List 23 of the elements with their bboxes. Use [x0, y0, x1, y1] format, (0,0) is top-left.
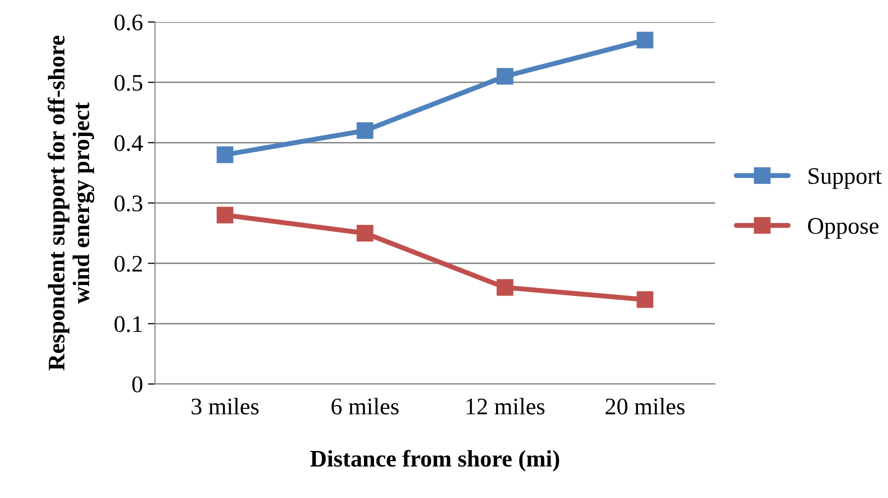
y-tick-label: 0.2 — [114, 256, 142, 272]
y-tick-label: 0.4 — [114, 135, 143, 152]
point — [496, 68, 514, 85]
y-axis-title: Respondent support for off-shore wind energy project — [48, 36, 94, 370]
y-tick-label: 0 — [132, 376, 142, 392]
legend-label: Support — [808, 168, 882, 189]
y-tick-label: 0.6 — [114, 14, 142, 31]
point — [636, 32, 654, 48]
x-axis-title: Distance from shore (mi) — [310, 450, 560, 472]
legend-label: Oppose — [808, 218, 878, 239]
x-tick-label: 20 miles — [606, 398, 684, 415]
x-tick-label: 3 miles — [192, 398, 259, 415]
point — [496, 279, 514, 296]
point — [356, 224, 374, 242]
point — [216, 146, 234, 164]
y-tick-label: 0.3 — [114, 195, 142, 212]
y-tick-label: 0.1 — [114, 316, 142, 332]
y-tick-label: 0.5 — [114, 74, 142, 91]
point — [216, 206, 234, 224]
x-tick-label: 6 miles — [332, 398, 399, 415]
x-tick-label: 12 miles — [466, 398, 544, 415]
point — [636, 291, 654, 308]
point — [356, 122, 374, 139]
